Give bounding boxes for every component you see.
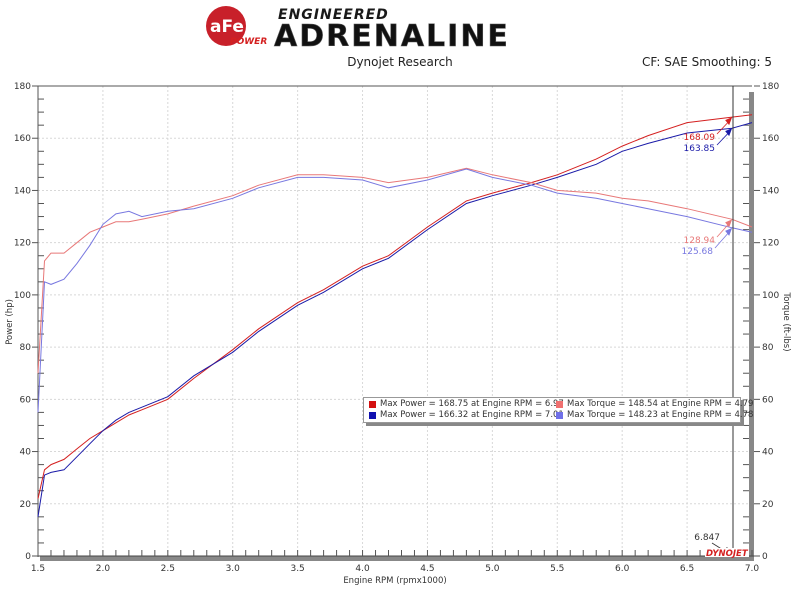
y2-tick-label: 80	[762, 343, 774, 353]
data-curves	[37, 114, 753, 517]
grid-lines	[38, 86, 752, 556]
cursor-value-power_run2: 163.85	[684, 144, 716, 154]
legend-label: Max Torque = 148.23 at Engine RPM = 4.78	[567, 410, 754, 420]
cursor-rpm-label: 6.847	[694, 533, 720, 543]
y-tick-label: 120	[14, 239, 31, 249]
legend-item-max-power-run2: Max Power = 166.32 at Engine RPM = 7.01	[369, 410, 564, 420]
y2-tick-label: 160	[762, 134, 779, 144]
y-tick-label: 140	[14, 186, 31, 196]
annotation-arrow-icon	[725, 227, 733, 236]
annotation-arrow-icon	[725, 117, 733, 126]
y2-axis-title: Torque (ft-lbs)	[781, 291, 791, 351]
x-axis-title: Engine RPM (rpmx1000)	[343, 576, 446, 586]
y-tick-label: 80	[20, 343, 32, 353]
right-scrollbar-axis	[749, 92, 754, 557]
x-tick-label: 1.5	[31, 564, 45, 574]
x-tick-label: 6.5	[680, 564, 694, 574]
svg-text:DYNOJET: DYNOJET	[706, 549, 749, 559]
y2-tick-label: 100	[762, 291, 779, 301]
axis-ticks: 1.5 2.0 2.5 3.0 3.5 4.0 4.5 5.0 5.5 6.0 6.5 7.00204…	[14, 82, 780, 574]
x-tick-label: 2.5	[161, 564, 175, 574]
logo-sub-text: POWER	[230, 37, 267, 47]
y-tick-label: 180	[14, 82, 31, 92]
x-tick-label: 4.5	[420, 564, 434, 574]
y2-tick-label: 120	[762, 239, 779, 249]
y2-tick-label: 20	[762, 500, 774, 510]
legend-label: Max Power = 168.75 at Engine RPM = 6.97	[380, 399, 564, 409]
y-tick-label: 100	[14, 291, 31, 301]
y-tick-label: 60	[20, 395, 32, 405]
curve-torque-run-2-ft-lbs-	[37, 168, 753, 413]
x-tick-label: 5.0	[485, 564, 500, 574]
curve-power-run-1-hp-	[37, 114, 753, 499]
bottom-scrollbar-axis	[40, 556, 754, 561]
y-tick-label: 0	[25, 552, 31, 562]
y2-tick-label: 180	[762, 82, 779, 92]
y-tick-label: 20	[20, 500, 32, 510]
x-tick-label: 6.0	[615, 564, 630, 574]
legend-item-max-torque-run1: Max Torque = 148.54 at Engine RPM = 4.79	[556, 399, 753, 409]
logo-main-text: ADRENALINE	[274, 19, 510, 52]
y-tick-label: 40	[20, 448, 32, 458]
y2-tick-label: 40	[762, 448, 774, 458]
x-tick-label: 5.5	[550, 564, 564, 574]
x-tick-label: 3.0	[226, 564, 241, 574]
legend-label: Max Torque = 148.54 at Engine RPM = 4.79	[567, 399, 754, 409]
chart-subtitle: Dynojet Research	[347, 55, 453, 69]
cursor-value-torque_run2: 125.68	[682, 247, 714, 257]
legend-swatch-icon	[556, 411, 563, 419]
logo-brand-text: aFe	[210, 17, 244, 37]
afe-power-logo: aFe POWER ENGINEERED ADRENALINE	[198, 2, 598, 54]
y-axis-title: Power (hp)	[5, 299, 15, 345]
x-tick-label: 4.0	[355, 564, 370, 574]
chart-legend: Max Power = 168.75 at Engine RPM = 6.97 …	[363, 397, 753, 423]
y-tick-label: 160	[14, 134, 31, 144]
dynojet-watermark: DYNOJET	[705, 548, 749, 559]
cursor-value-power_run1: 168.09	[684, 133, 716, 143]
afe-logo-badge	[206, 6, 246, 46]
y2-tick-label: 140	[762, 186, 779, 196]
annotation-arrow-icon	[725, 128, 733, 137]
legend-swatch-icon	[369, 411, 376, 419]
x-tick-label: 7.0	[745, 564, 760, 574]
logo-top-text: ENGINEERED	[278, 7, 389, 23]
legend-item-max-power-run1: Max Power = 168.75 at Engine RPM = 6.97	[369, 399, 564, 409]
y2-tick-label: 60	[762, 395, 774, 405]
correction-factor-label: CF: SAE Smoothing: 5	[641, 55, 772, 69]
legend-swatch-icon	[369, 400, 376, 408]
curve-power-run-2-hp-	[37, 122, 753, 517]
x-tick-label: 3.5	[290, 564, 304, 574]
legend-item-max-torque-run2: Max Torque = 148.23 at Engine RPM = 4.78	[556, 410, 753, 420]
annotation-arrow-icon	[725, 219, 733, 228]
legend-swatch-icon	[556, 400, 563, 408]
cursor-value-torque_run1: 128.94	[684, 236, 716, 246]
x-tick-label: 2.0	[96, 564, 111, 574]
y2-tick-label: 0	[762, 552, 768, 562]
curve-torque-run-1-ft-lbs-	[37, 167, 753, 374]
legend-label: Max Power = 166.32 at Engine RPM = 7.01	[380, 410, 564, 420]
